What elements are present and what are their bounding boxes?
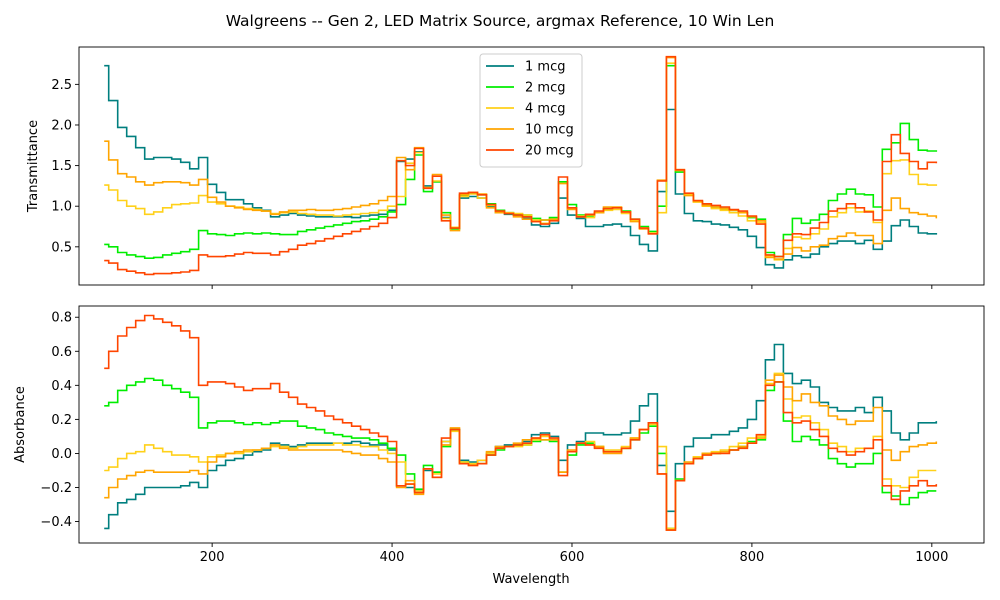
y-tick-label: 1.5 (51, 159, 72, 174)
series-line-20-mcg (104, 55, 938, 276)
y-axis-label: Absorbance (13, 386, 28, 463)
plot-frame (78, 305, 985, 544)
legend-entry: 4 mcg (525, 102, 565, 117)
panel-1: 0.5 1.0 1.5 2.0 2.5 Transmittance 1 mcg 2 mcg 4 … (26, 46, 985, 289)
series-group (104, 55, 938, 276)
series-line-10-mcg (104, 56, 938, 260)
y-tick-label: 0.6 (51, 345, 72, 360)
legend-entry: 2 mcg (525, 81, 565, 96)
series-line-20-mcg (104, 314, 938, 531)
y-tick-label: 0.5 (51, 240, 72, 255)
x-tick-label: 400 (380, 550, 405, 565)
legend-box (479, 53, 583, 168)
x-tick-label: 600 (560, 550, 585, 565)
panels: 0.5 1.0 1.5 2.0 2.5 Transmittance 1 mcg 2 mcg 4 … (13, 46, 985, 565)
y-tick-label: 0.4 (51, 379, 72, 394)
panel-2: −0.4 −0.2 0.0 0.2 0.4 0.6 0.8 200 400 600 800 1000 A… (13, 305, 985, 565)
y-tick-label: −0.2 (40, 481, 72, 496)
legend-entry: 1 mcg (525, 60, 565, 75)
chart-title: Walgreens -- Gen 2, LED Matrix Source, a… (226, 12, 775, 30)
y-tick-label: 0.8 (51, 311, 72, 326)
x-tick-label: 200 (200, 550, 225, 565)
series-group (104, 314, 938, 531)
series-line-1-mcg (104, 343, 938, 530)
y-tick-label: 0.2 (51, 413, 72, 428)
y-tick-label: 2.5 (51, 78, 72, 93)
legend: 1 mcg 2 mcg 4 mcg 10 mcg 20 mcg (479, 53, 583, 168)
y-tick-label: 0.0 (51, 447, 72, 462)
legend-entry: 20 mcg (525, 144, 574, 159)
y-tick-label: −0.4 (40, 515, 72, 530)
x-tick-label: 1000 (915, 550, 948, 565)
y-tick-label: 1.0 (51, 200, 72, 215)
y-tick-label: 2.0 (51, 118, 72, 133)
y-axis-label: Transmittance (26, 120, 41, 213)
x-axis-label: Wavelength (492, 572, 569, 587)
x-tick-label: 800 (739, 550, 764, 565)
legend-entry: 10 mcg (525, 123, 574, 138)
